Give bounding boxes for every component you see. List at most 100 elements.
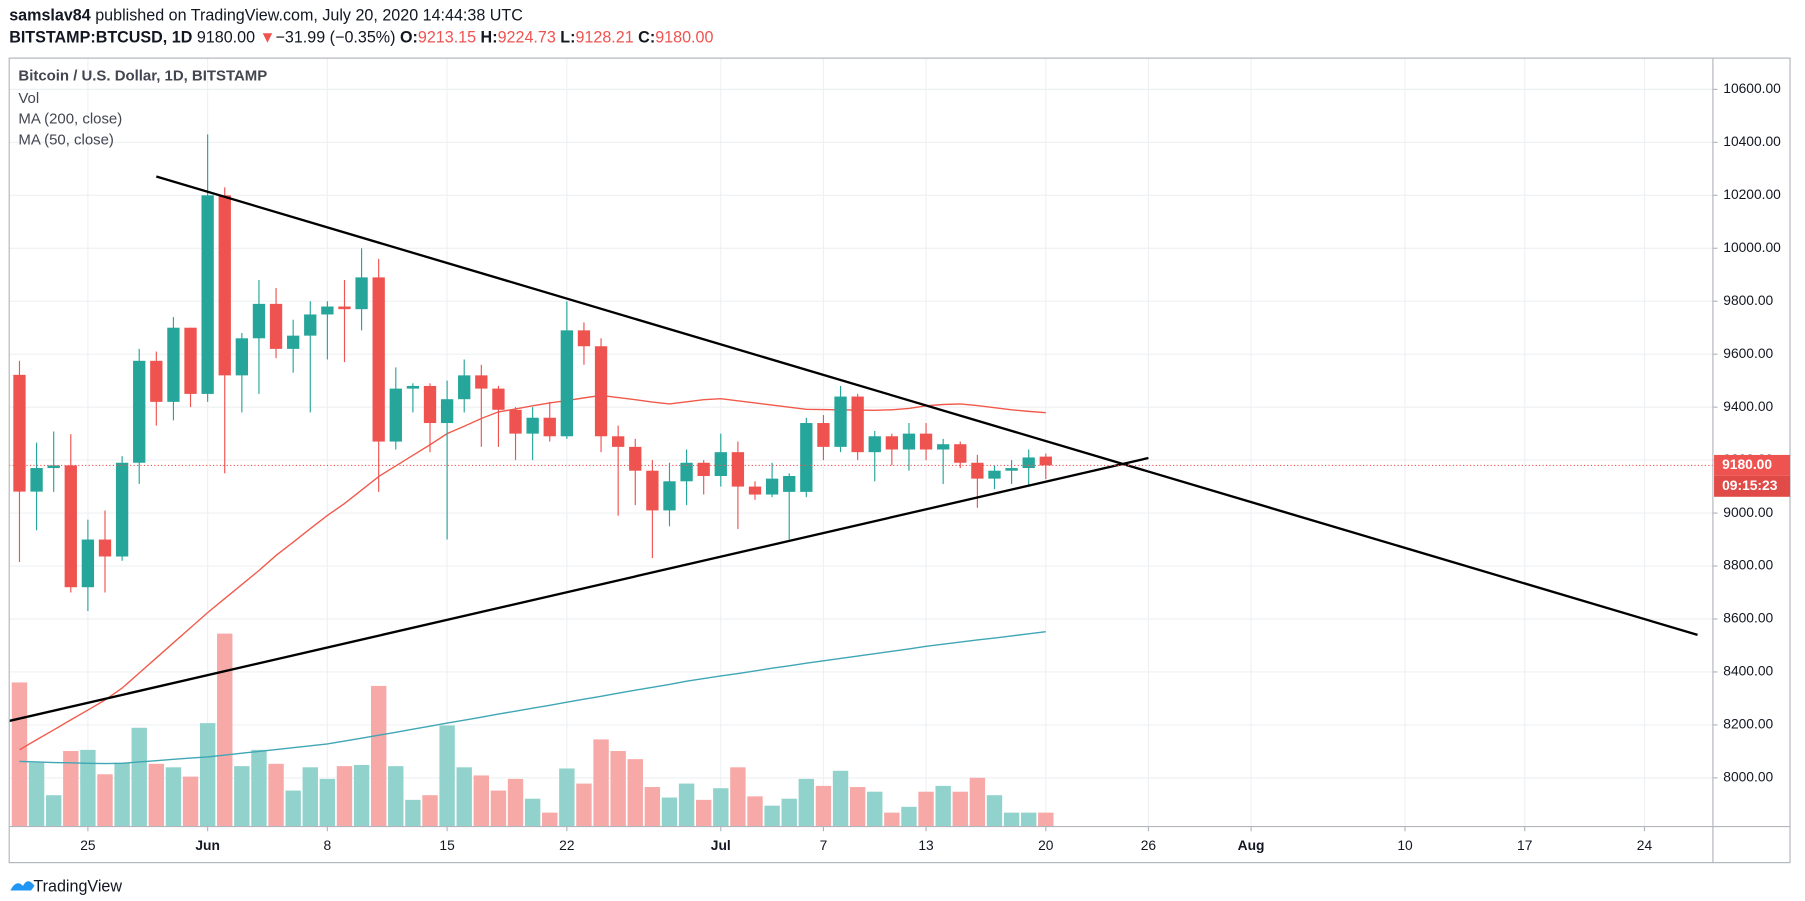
volume-bar — [986, 795, 1003, 827]
volume-bar — [678, 783, 695, 827]
candle-body — [167, 327, 180, 402]
volume-bar — [285, 790, 301, 827]
volume-bar — [422, 795, 438, 827]
candle-body — [748, 486, 762, 495]
candle-body — [389, 388, 402, 442]
volume-bar — [199, 723, 216, 827]
volume-bar — [439, 725, 455, 827]
volume-pane — [11, 633, 1054, 827]
candle-body — [577, 330, 591, 347]
published: published on TradingView.com, July 20, 2… — [95, 7, 523, 25]
volume-bar — [1020, 812, 1037, 827]
volume-bar — [353, 764, 370, 827]
y-tick-label: 8000.00 — [1723, 768, 1773, 784]
c-label: C: — [638, 29, 655, 47]
volume-bar — [542, 812, 558, 827]
y-tick-label: 8400.00 — [1723, 663, 1773, 679]
volume-bar — [918, 791, 934, 827]
x-tick-label: 24 — [1637, 837, 1653, 853]
arrow: ▼ — [260, 29, 276, 47]
volume-bar — [234, 766, 250, 827]
volume-bar — [45, 795, 62, 827]
last: 9180.00 — [197, 29, 255, 47]
volume-bar — [747, 796, 763, 827]
candle-body — [954, 444, 967, 463]
candle-body — [543, 417, 556, 437]
header-line-2: BITSTAMP:BTCUSD, 1D 9180.00 ▼−31.99 (−0.… — [9, 29, 713, 47]
volume-bar — [302, 767, 318, 827]
volume-bar — [730, 767, 746, 827]
candle-body — [304, 314, 317, 336]
y-tick-label: 8800.00 — [1723, 557, 1773, 573]
candle-body — [868, 436, 881, 453]
volume-bar — [319, 778, 336, 827]
y-tick-label: 10200.00 — [1723, 186, 1781, 202]
candle-body — [30, 468, 43, 492]
volume-bar — [593, 739, 609, 827]
volume-bar — [28, 762, 45, 827]
x-tick-label: 13 — [918, 837, 934, 853]
volume-bar — [370, 685, 387, 827]
candle-body — [458, 375, 471, 400]
volume-bar — [456, 767, 472, 827]
volume-bar — [610, 751, 626, 827]
candle-body — [851, 396, 864, 453]
volume-bar — [764, 805, 780, 827]
volume-bar — [1038, 812, 1054, 827]
candle-body — [475, 375, 488, 389]
candle-body — [115, 462, 129, 557]
countdown-label: 09:15:23 — [1722, 477, 1778, 493]
header-line-1: samslav84 published on TradingView.com, … — [9, 7, 523, 25]
volume-bar — [1003, 812, 1020, 827]
x-tick-label: Jun — [195, 837, 220, 853]
candle-body — [218, 195, 231, 376]
volume-bar — [131, 727, 147, 827]
candle-body — [13, 374, 26, 492]
candle-body — [629, 446, 642, 471]
candle-body — [646, 470, 659, 511]
y-tick-label: 10600.00 — [1723, 80, 1781, 96]
candle-body — [680, 462, 693, 482]
candle-body — [885, 436, 899, 450]
volume-bar — [507, 778, 524, 827]
x-tick-label: 7 — [820, 837, 828, 853]
candle-body — [423, 385, 437, 424]
volume-bar — [695, 799, 712, 827]
volume-bar — [849, 787, 866, 827]
y-tick-label: 10000.00 — [1723, 239, 1781, 255]
price-pane — [8, 134, 1713, 765]
y-tick-label: 9000.00 — [1723, 504, 1773, 520]
candle-body — [834, 396, 847, 447]
legend-volume: Vol — [18, 90, 39, 107]
volume-bar — [832, 770, 849, 827]
candle-body — [252, 303, 266, 339]
volume-bar — [559, 768, 575, 827]
candle-body — [817, 423, 830, 447]
candle-body — [1005, 468, 1018, 471]
x-tick-label: 8 — [324, 837, 332, 853]
y-tick-label: 8600.00 — [1723, 610, 1773, 626]
x-tick-label: Jul — [711, 837, 731, 853]
trendline — [155, 175, 1698, 636]
x-tick-label: 15 — [439, 837, 455, 853]
last-price-box — [1714, 454, 1791, 476]
legend-ma200: MA (200, close) — [18, 111, 122, 128]
y-tick-label: 8200.00 — [1723, 716, 1773, 732]
candle-body — [64, 465, 77, 588]
moving-average — [19, 394, 1046, 751]
volume-bar — [336, 766, 353, 827]
volume-bar — [901, 806, 917, 827]
symbol: BITSTAMP:BTCUSD, 1D — [9, 29, 192, 47]
candle-body — [184, 327, 197, 394]
x-tick-label: Aug — [1238, 837, 1265, 853]
candle-body — [492, 388, 505, 410]
candle-body — [697, 462, 710, 476]
candle-body — [1039, 456, 1052, 466]
candle-body — [919, 433, 933, 450]
h-value: 9224.73 — [498, 29, 556, 47]
candle-body — [355, 277, 368, 310]
candle-body — [988, 470, 1001, 479]
candle-body — [133, 360, 146, 463]
candle-body — [321, 306, 334, 315]
volume-bar — [969, 777, 986, 827]
